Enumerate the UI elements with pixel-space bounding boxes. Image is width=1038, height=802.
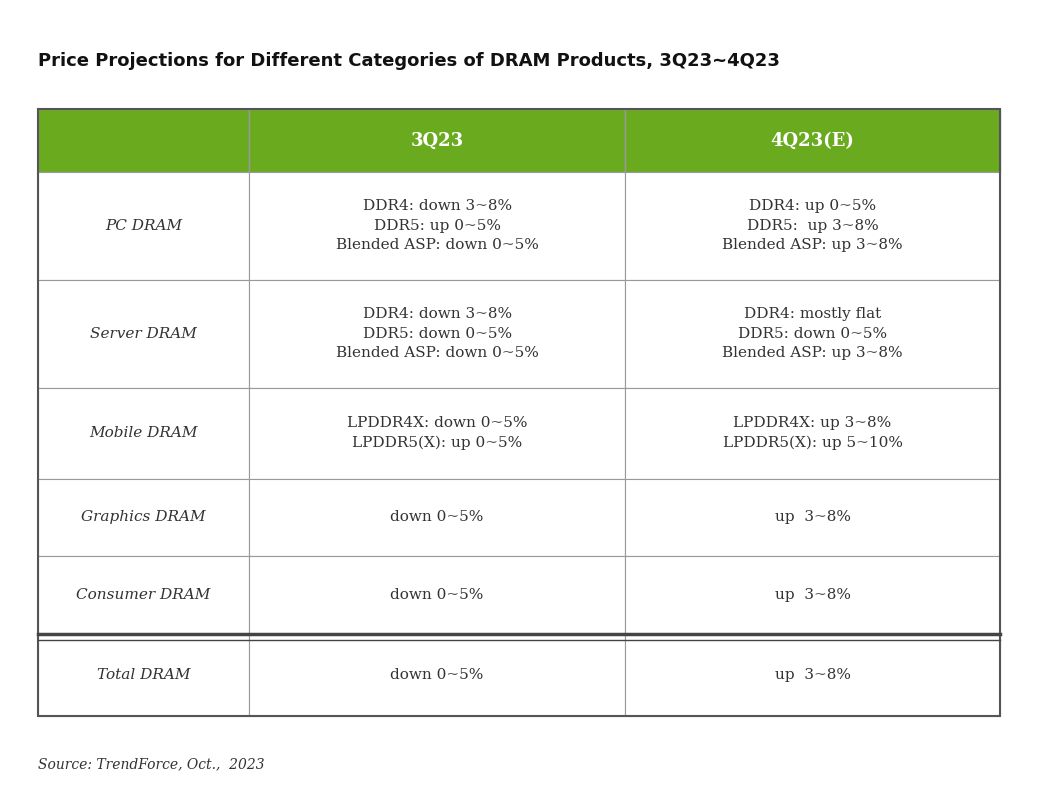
- FancyBboxPatch shape: [625, 109, 1001, 172]
- Text: up  3~8%: up 3~8%: [774, 668, 850, 683]
- Text: DDR4: mostly flat
DDR5: down 0~5%
Blended ASP: up 3~8%: DDR4: mostly flat DDR5: down 0~5% Blende…: [722, 307, 903, 360]
- FancyBboxPatch shape: [37, 172, 249, 280]
- FancyBboxPatch shape: [37, 280, 249, 387]
- Text: Server DRAM: Server DRAM: [90, 326, 197, 341]
- Text: DDR4: down 3~8%
DDR5: down 0~5%
Blended ASP: down 0~5%: DDR4: down 3~8% DDR5: down 0~5% Blended …: [335, 307, 539, 360]
- FancyBboxPatch shape: [625, 634, 1001, 716]
- Text: 4Q23(E): 4Q23(E): [770, 132, 854, 149]
- FancyBboxPatch shape: [249, 109, 625, 172]
- Text: Total DRAM: Total DRAM: [97, 668, 190, 683]
- FancyBboxPatch shape: [37, 557, 249, 634]
- Text: Source: TrendForce, Oct.,  2023: Source: TrendForce, Oct., 2023: [37, 757, 265, 772]
- FancyBboxPatch shape: [249, 557, 625, 634]
- FancyBboxPatch shape: [37, 109, 249, 172]
- Text: LPDDR4X: down 0~5%
LPDDR5(X): up 0~5%: LPDDR4X: down 0~5% LPDDR5(X): up 0~5%: [347, 416, 527, 450]
- Text: Graphics DRAM: Graphics DRAM: [81, 510, 206, 525]
- Text: LPDDR4X: up 3~8%
LPDDR5(X): up 5~10%: LPDDR4X: up 3~8% LPDDR5(X): up 5~10%: [722, 416, 903, 450]
- Text: up  3~8%: up 3~8%: [774, 510, 850, 525]
- Text: up  3~8%: up 3~8%: [774, 588, 850, 602]
- Text: down 0~5%: down 0~5%: [390, 668, 484, 683]
- FancyBboxPatch shape: [249, 172, 625, 280]
- FancyBboxPatch shape: [249, 280, 625, 387]
- FancyBboxPatch shape: [625, 387, 1001, 479]
- FancyBboxPatch shape: [37, 479, 249, 557]
- Text: DDR4: up 0~5%
DDR5:  up 3~8%
Blended ASP: up 3~8%: DDR4: up 0~5% DDR5: up 3~8% Blended ASP:…: [722, 199, 903, 252]
- Text: PC DRAM: PC DRAM: [105, 219, 182, 233]
- FancyBboxPatch shape: [249, 387, 625, 479]
- FancyBboxPatch shape: [625, 479, 1001, 557]
- Text: 3Q23: 3Q23: [411, 132, 464, 149]
- FancyBboxPatch shape: [249, 634, 625, 716]
- FancyBboxPatch shape: [625, 172, 1001, 280]
- Text: Consumer DRAM: Consumer DRAM: [77, 588, 211, 602]
- Text: DDR4: down 3~8%
DDR5: up 0~5%
Blended ASP: down 0~5%: DDR4: down 3~8% DDR5: up 0~5% Blended AS…: [335, 199, 539, 252]
- Text: Price Projections for Different Categories of DRAM Products, 3Q23~4Q23: Price Projections for Different Categori…: [37, 52, 780, 70]
- FancyBboxPatch shape: [625, 557, 1001, 634]
- FancyBboxPatch shape: [37, 634, 249, 716]
- Text: Mobile DRAM: Mobile DRAM: [89, 426, 198, 440]
- Text: down 0~5%: down 0~5%: [390, 588, 484, 602]
- FancyBboxPatch shape: [249, 479, 625, 557]
- FancyBboxPatch shape: [625, 280, 1001, 387]
- FancyBboxPatch shape: [37, 387, 249, 479]
- Text: down 0~5%: down 0~5%: [390, 510, 484, 525]
